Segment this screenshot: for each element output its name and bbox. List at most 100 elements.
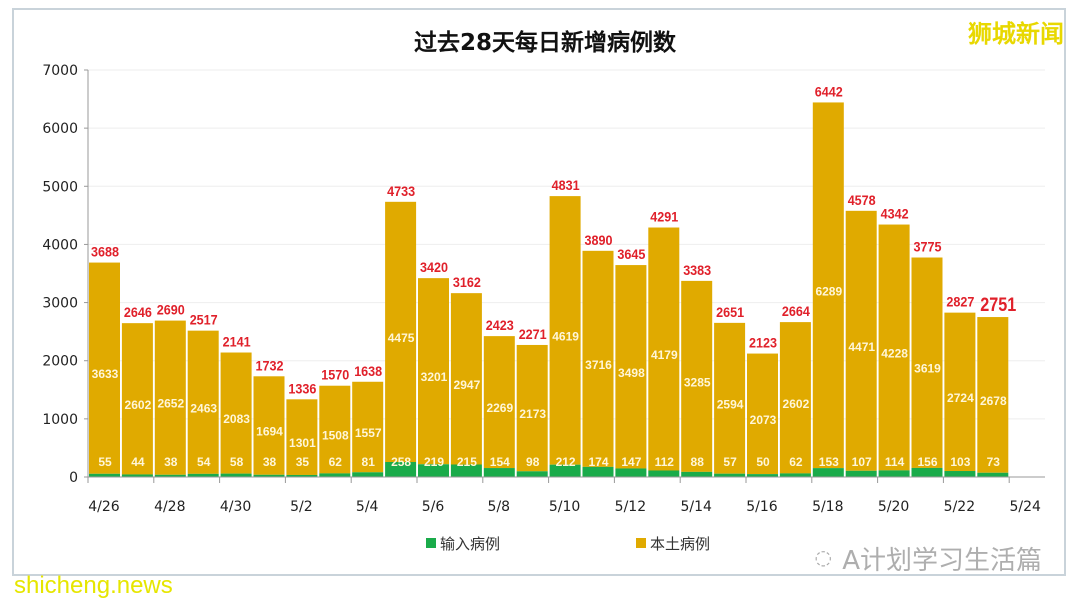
x-tick-label: 4/26 xyxy=(88,499,120,515)
bar-imported xyxy=(681,471,713,477)
label-local: 2947 xyxy=(454,378,481,392)
bar-local xyxy=(944,312,976,472)
watermark-top-right: 狮城新闻 xyxy=(968,20,1064,48)
label-imported: 38 xyxy=(263,455,277,469)
bar-local xyxy=(878,224,910,471)
label-local: 3619 xyxy=(914,362,941,376)
bar-local xyxy=(253,376,285,475)
x-tick-label: 5/24 xyxy=(1009,499,1041,515)
bar-imported xyxy=(549,464,581,477)
label-local: 2463 xyxy=(190,401,217,415)
bar-imported xyxy=(714,473,746,477)
label-local: 2652 xyxy=(157,397,184,411)
label-total: 3890 xyxy=(585,232,613,248)
y-tick-label: 1000 xyxy=(42,412,78,428)
y-tick-label: 7000 xyxy=(42,63,78,79)
x-tick-label: 5/18 xyxy=(812,499,843,515)
watermark-bottom-left: shicheng.news xyxy=(14,572,173,599)
bar-local xyxy=(450,293,482,465)
y-axis: 0 1000 2000 3000 4000 5000 6000 7000 xyxy=(42,63,89,486)
bar-imported xyxy=(845,470,877,477)
bar-local xyxy=(319,385,351,474)
bar-imported xyxy=(516,471,548,477)
bar-imported xyxy=(747,474,778,477)
label-imported: 107 xyxy=(852,455,872,469)
label-imported: 212 xyxy=(556,455,576,469)
label-total: 2751 xyxy=(980,295,1016,316)
bar-local xyxy=(911,257,943,468)
label-total: 2690 xyxy=(157,302,185,318)
bar-local xyxy=(516,344,548,472)
bar-local xyxy=(187,330,219,474)
label-local: 2724 xyxy=(947,391,974,405)
bar-imported xyxy=(121,474,153,477)
label-total: 1336 xyxy=(288,380,316,396)
label-local: 2602 xyxy=(783,397,810,411)
bar-imported xyxy=(615,468,647,477)
bar-local xyxy=(154,320,186,475)
label-imported: 258 xyxy=(391,455,411,469)
label-local: 4471 xyxy=(848,340,875,354)
bar-imported xyxy=(911,467,943,477)
label-imported: 55 xyxy=(98,455,112,469)
label-imported: 73 xyxy=(987,455,1001,469)
x-tick-label: 4/30 xyxy=(220,499,251,515)
label-local: 3201 xyxy=(421,370,448,384)
label-local: 1508 xyxy=(322,429,349,443)
label-local: 1557 xyxy=(355,426,382,440)
bar-local xyxy=(286,399,318,475)
y-tick-label: 5000 xyxy=(42,179,78,195)
label-local: 2073 xyxy=(750,413,777,427)
bar-local xyxy=(977,317,1009,473)
label-total: 2517 xyxy=(190,312,218,328)
bar-imported xyxy=(812,468,844,477)
label-imported: 156 xyxy=(917,455,937,469)
label-total: 2664 xyxy=(782,303,810,319)
label-total: 4291 xyxy=(650,209,678,225)
y-tick-label: 6000 xyxy=(42,121,78,137)
label-imported: 44 xyxy=(131,455,145,469)
label-local: 4228 xyxy=(881,346,908,360)
data-labels: 55 3633 3688 44 2602 2646 38 2652 2690 54 2463 2517… xyxy=(91,83,1017,469)
label-local: 2678 xyxy=(980,394,1007,408)
bar-imported xyxy=(286,474,318,477)
label-local: 3498 xyxy=(618,366,645,380)
label-imported: 50 xyxy=(756,455,770,469)
bar-local xyxy=(747,353,778,475)
label-local: 3633 xyxy=(92,367,119,381)
label-imported: 147 xyxy=(621,455,641,469)
bar-imported xyxy=(977,472,1009,477)
bar-local xyxy=(385,201,417,462)
bar-imported xyxy=(779,473,811,477)
label-imported: 81 xyxy=(362,455,376,469)
label-total: 2646 xyxy=(124,304,152,320)
label-imported: 58 xyxy=(230,455,244,469)
bar-local xyxy=(779,322,811,474)
legend-label-imported: 输入病例 xyxy=(440,535,500,553)
bar-local xyxy=(220,352,252,474)
label-total: 2651 xyxy=(716,304,744,320)
bar-imported xyxy=(648,470,680,477)
label-imported: 103 xyxy=(950,455,970,469)
bar-imported xyxy=(154,474,186,477)
bar-local xyxy=(549,196,581,465)
x-tick-label: 5/12 xyxy=(615,499,646,515)
label-total: 2827 xyxy=(946,294,974,310)
label-local: 2269 xyxy=(486,401,513,415)
label-local: 4619 xyxy=(552,329,579,343)
label-local: 2602 xyxy=(125,398,152,412)
bar-local xyxy=(615,265,647,469)
bar-imported xyxy=(220,473,252,477)
label-imported: 62 xyxy=(329,455,343,469)
bar-imported xyxy=(187,473,219,477)
label-total: 2271 xyxy=(519,326,547,342)
x-tick-label: 5/22 xyxy=(944,499,975,515)
bar-imported xyxy=(319,473,351,477)
label-local: 3716 xyxy=(585,358,612,372)
bars xyxy=(89,102,1009,477)
label-total: 3162 xyxy=(453,274,481,290)
label-total: 3775 xyxy=(914,239,942,255)
legend-swatch-imported xyxy=(426,538,436,548)
label-total: 6442 xyxy=(815,83,843,99)
